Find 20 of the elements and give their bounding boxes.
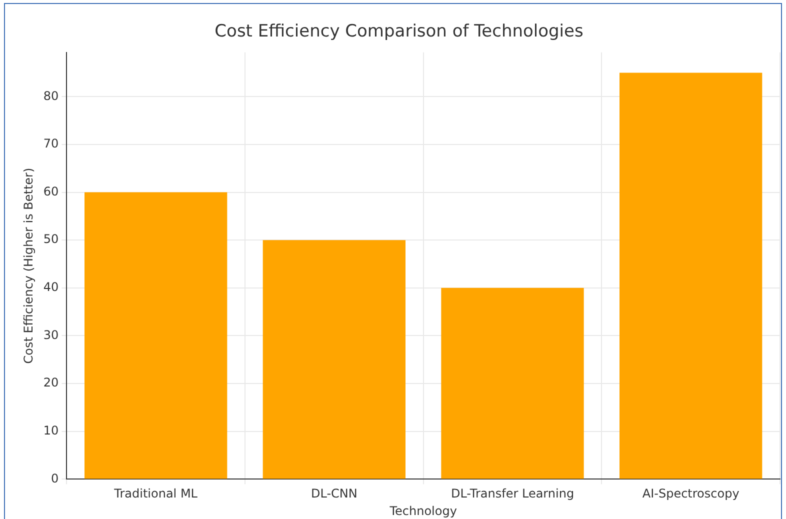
y-tick-label: 50 [43, 232, 59, 246]
bar [84, 192, 228, 479]
y-tick-label: 10 [43, 424, 59, 438]
y-tick-label: 70 [43, 136, 59, 151]
x-axis-title: Technology [388, 504, 457, 518]
y-tick-label: 40 [43, 280, 59, 294]
y-tick-label: 60 [43, 184, 59, 198]
y-tick-label: 30 [43, 328, 59, 342]
x-tick-label: AI-Spectroscopy [642, 486, 740, 501]
y-axis-title: Cost Efficiency (Higher is Better) [21, 168, 36, 364]
x-tick-label: DL-Transfer Learning [450, 486, 574, 501]
chart-title: Cost Efficiency Comparison of Technologies [214, 22, 584, 42]
bar [262, 240, 406, 479]
x-tick-label: DL-CNN [310, 486, 358, 501]
bar [441, 288, 584, 479]
y-tick-label: 0 [51, 471, 59, 486]
y-tick-label: 20 [43, 376, 59, 390]
bar [620, 72, 762, 479]
x-tick-label: Traditional ML [113, 486, 198, 501]
y-tick-label: 80 [43, 88, 59, 103]
